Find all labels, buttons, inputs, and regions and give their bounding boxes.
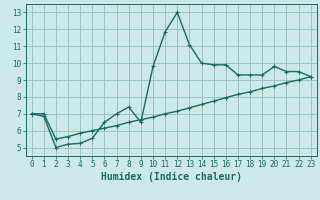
- X-axis label: Humidex (Indice chaleur): Humidex (Indice chaleur): [101, 172, 242, 182]
